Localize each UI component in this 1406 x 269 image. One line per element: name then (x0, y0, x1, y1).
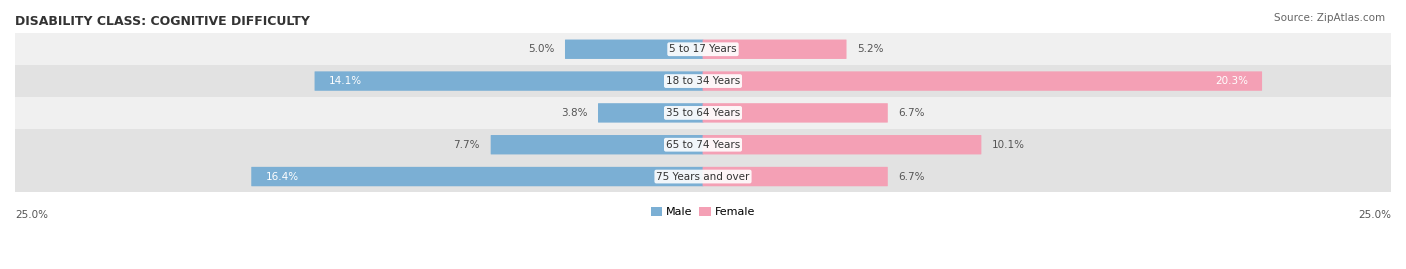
Text: 25.0%: 25.0% (1358, 210, 1391, 220)
FancyBboxPatch shape (703, 40, 846, 59)
Text: 6.7%: 6.7% (898, 108, 925, 118)
FancyBboxPatch shape (703, 135, 981, 154)
Text: 10.1%: 10.1% (993, 140, 1025, 150)
Text: 7.7%: 7.7% (454, 140, 479, 150)
Text: Source: ZipAtlas.com: Source: ZipAtlas.com (1274, 13, 1385, 23)
Bar (15, 129, 1391, 161)
Legend: Male, Female: Male, Female (647, 203, 759, 222)
FancyBboxPatch shape (565, 40, 703, 59)
Text: 25.0%: 25.0% (15, 210, 48, 220)
FancyBboxPatch shape (252, 167, 703, 186)
Text: 5.0%: 5.0% (529, 44, 554, 54)
FancyBboxPatch shape (598, 103, 703, 123)
Text: 75 Years and over: 75 Years and over (657, 172, 749, 182)
Text: 16.4%: 16.4% (266, 172, 298, 182)
Bar (15, 161, 1391, 192)
Text: 5.2%: 5.2% (858, 44, 883, 54)
Text: 6.7%: 6.7% (898, 172, 925, 182)
Text: 5 to 17 Years: 5 to 17 Years (669, 44, 737, 54)
Text: 3.8%: 3.8% (561, 108, 588, 118)
FancyBboxPatch shape (315, 71, 703, 91)
Text: 14.1%: 14.1% (329, 76, 361, 86)
Text: 18 to 34 Years: 18 to 34 Years (666, 76, 740, 86)
Bar (15, 33, 1391, 65)
Text: DISABILITY CLASS: COGNITIVE DIFFICULTY: DISABILITY CLASS: COGNITIVE DIFFICULTY (15, 15, 309, 28)
FancyBboxPatch shape (703, 167, 887, 186)
Text: 65 to 74 Years: 65 to 74 Years (666, 140, 740, 150)
Text: 35 to 64 Years: 35 to 64 Years (666, 108, 740, 118)
FancyBboxPatch shape (703, 103, 887, 123)
FancyBboxPatch shape (491, 135, 703, 154)
Text: 20.3%: 20.3% (1215, 76, 1249, 86)
Bar (15, 97, 1391, 129)
Bar (15, 65, 1391, 97)
FancyBboxPatch shape (703, 71, 1263, 91)
